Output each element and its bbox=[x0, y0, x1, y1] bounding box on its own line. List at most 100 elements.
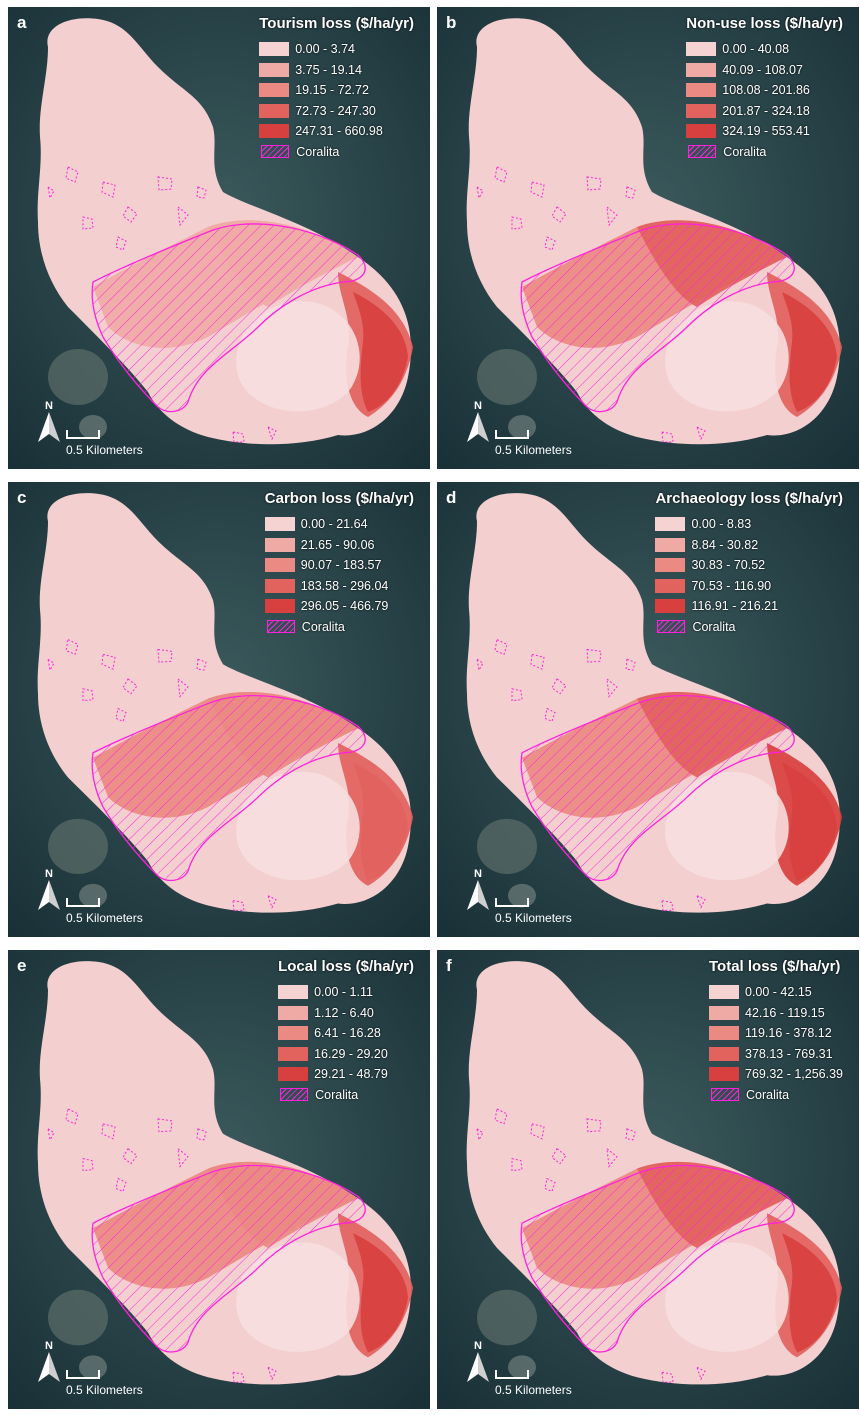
map-legend: Carbon loss ($/ha/yr) 0.00 - 21.64 21.65 … bbox=[264, 490, 414, 638]
offshore-rocks bbox=[477, 349, 537, 405]
panel-letter: e bbox=[17, 956, 27, 975]
legend-title: Local loss ($/ha/yr) bbox=[278, 958, 414, 975]
north-arrow: N bbox=[467, 400, 489, 447]
volcano-crater bbox=[236, 301, 360, 412]
map-panel-b: b Non-use loss ($/ha/yr) 0.00 - 40.08 40.… bbox=[437, 7, 859, 469]
coralita-area bbox=[91, 695, 366, 882]
legend-item: 42.16 - 119.15 bbox=[709, 1003, 843, 1024]
legend-item: 8.84 - 30.82 bbox=[655, 535, 843, 556]
legend-swatch bbox=[259, 42, 290, 57]
coralita-hatch-swatch bbox=[266, 620, 295, 634]
loss-zone-peak bbox=[782, 762, 837, 881]
north-label: N bbox=[45, 400, 53, 412]
legend-label: Coralita bbox=[746, 1087, 790, 1102]
legend-item: 0.00 - 40.08 bbox=[686, 39, 843, 60]
offshore-rocks bbox=[48, 818, 108, 874]
legend-swatch bbox=[686, 42, 717, 57]
scale-bar-line bbox=[66, 1370, 100, 1379]
north-arrow-icon bbox=[38, 412, 60, 442]
loss-zone-peak bbox=[353, 1233, 408, 1353]
panel-letter: a bbox=[17, 13, 27, 32]
scale-bar-line bbox=[66, 898, 100, 907]
north-arrow-icon bbox=[467, 880, 489, 910]
volcano-crater bbox=[665, 1242, 789, 1352]
legend-label: 769.32 - 1,256.39 bbox=[745, 1067, 843, 1082]
scale-label: 0.5 Kilometers bbox=[66, 1383, 143, 1397]
coralita-patches bbox=[476, 1108, 706, 1383]
legend-label: 0.00 - 40.08 bbox=[722, 42, 790, 57]
legend-label: 183.58 - 296.04 bbox=[300, 578, 389, 593]
legend-item-coralita: Coralita bbox=[709, 1085, 843, 1106]
offshore-rocks bbox=[79, 883, 107, 908]
legend-swatch bbox=[278, 1026, 309, 1041]
legend-label: 0.00 - 42.15 bbox=[745, 985, 812, 1000]
coralita-area bbox=[520, 223, 795, 413]
legend-item-coralita: Coralita bbox=[278, 1085, 414, 1106]
offshore-rocks bbox=[508, 883, 536, 908]
legend-label: 90.07 - 183.57 bbox=[300, 558, 382, 573]
legend-label: Coralita bbox=[315, 1087, 359, 1102]
volcano-crater bbox=[236, 1242, 360, 1352]
coralita-hatch-swatch bbox=[657, 620, 686, 634]
island-map bbox=[8, 482, 430, 937]
coralita-area bbox=[91, 223, 366, 413]
volcano-crater bbox=[236, 771, 360, 881]
legend-label: 21.65 - 90.06 bbox=[300, 537, 375, 552]
legend-item: 296.05 - 466.79 bbox=[264, 596, 414, 617]
north-arrow: N bbox=[467, 868, 489, 915]
legend-item: 21.65 - 90.06 bbox=[264, 535, 414, 556]
scale-bar: 0.5 Kilometers bbox=[66, 430, 143, 457]
legend-label: 30.83 - 70.52 bbox=[691, 558, 766, 573]
legend-item: 3.75 - 19.14 bbox=[259, 60, 414, 81]
north-arrow: N bbox=[38, 400, 60, 447]
panel-letter: f bbox=[446, 956, 452, 975]
island-map bbox=[437, 7, 859, 469]
legend-label: 8.84 - 30.82 bbox=[691, 537, 759, 552]
scale-bar-line bbox=[66, 430, 100, 439]
legend-swatch bbox=[686, 83, 717, 98]
north-arrow: N bbox=[467, 1340, 489, 1387]
map-panel-e: e Local loss ($/ha/yr) 0.00 - 1.11 1.12 -… bbox=[8, 950, 430, 1409]
legend-item: 29.21 - 48.79 bbox=[278, 1064, 414, 1085]
legend-label: 0.00 - 1.11 bbox=[314, 985, 373, 1000]
legend-label: 72.73 - 247.30 bbox=[295, 103, 376, 118]
scale-label: 0.5 Kilometers bbox=[495, 1383, 572, 1397]
legend-label: 6.41 - 16.28 bbox=[314, 1026, 381, 1041]
coralita-area bbox=[520, 695, 795, 882]
legend-item: 90.07 - 183.57 bbox=[264, 555, 414, 576]
legend-swatch bbox=[259, 103, 290, 118]
legend-label: 119.16 - 378.12 bbox=[745, 1026, 832, 1041]
legend-swatch bbox=[264, 558, 295, 573]
scale-bar-line bbox=[495, 1370, 529, 1379]
north-arrow: N bbox=[38, 868, 60, 915]
legend-item-coralita: Coralita bbox=[259, 142, 414, 163]
legend-label: 0.00 - 3.74 bbox=[295, 42, 355, 57]
map-panel-c: c Carbon loss ($/ha/yr) 0.00 - 21.64 21.6… bbox=[8, 482, 430, 937]
island-map bbox=[437, 950, 859, 1409]
legend-item-coralita: Coralita bbox=[265, 617, 414, 638]
coralita-area bbox=[520, 1164, 795, 1353]
offshore-rocks bbox=[79, 1355, 107, 1380]
coralita-patches bbox=[476, 638, 706, 911]
legend-swatch bbox=[278, 985, 309, 1000]
map-panel-a: a Tourism loss ($/ha/yr) 0.00 - 3.74 3.75… bbox=[8, 7, 430, 469]
coralita-patches bbox=[47, 1108, 277, 1383]
scale-label: 0.5 Kilometers bbox=[495, 443, 572, 457]
map-panel-f: f Total loss ($/ha/yr) 0.00 - 42.15 42.16… bbox=[437, 950, 859, 1409]
legend-label: 116.91 - 216.21 bbox=[691, 599, 779, 614]
legend-label: 324.19 - 553.41 bbox=[722, 124, 810, 139]
map-legend: Non-use loss ($/ha/yr) 0.00 - 40.08 40.09… bbox=[686, 15, 843, 162]
legend-label: Coralita bbox=[692, 619, 736, 634]
scale-bar: 0.5 Kilometers bbox=[66, 1370, 143, 1397]
scale-bar-line bbox=[495, 898, 529, 907]
scale-bar: 0.5 Kilometers bbox=[495, 898, 572, 925]
map-legend: Local loss ($/ha/yr) 0.00 - 1.11 1.12 - 6… bbox=[278, 958, 414, 1105]
legend-label: 40.09 - 108.07 bbox=[722, 62, 803, 77]
legend-swatch bbox=[655, 537, 686, 552]
legend-swatch bbox=[259, 83, 290, 98]
offshore-rocks bbox=[48, 349, 108, 405]
coralita-patches bbox=[47, 638, 277, 911]
legend-swatch bbox=[686, 124, 717, 139]
legend-label: 0.00 - 21.64 bbox=[300, 517, 368, 532]
north-arrow-icon bbox=[38, 880, 60, 910]
